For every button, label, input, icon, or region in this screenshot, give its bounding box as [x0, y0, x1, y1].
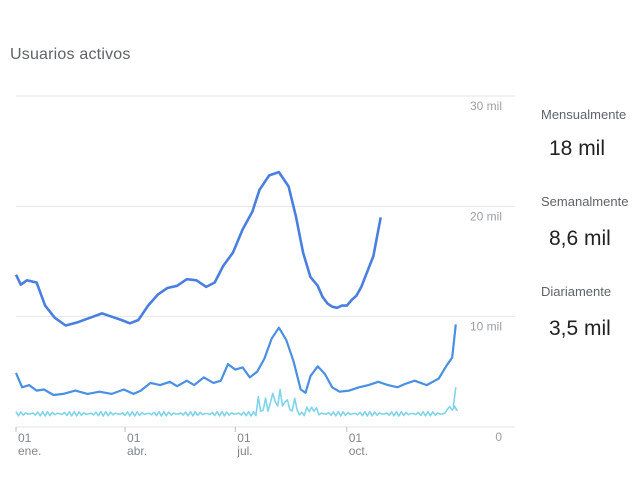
series-line-monthly	[14, 170, 382, 327]
chart-title: Usuarios activos	[10, 46, 131, 63]
stat-value-daily: 3,5 mil	[549, 317, 611, 340]
series-line-daily	[15, 387, 458, 417]
stat-label-monthly: Mensualmente	[541, 107, 627, 122]
y-axis-ticks: 30 mil 20 mil 10 mil 0	[470, 99, 502, 444]
stat-label-weekly: Semanalmente	[541, 194, 629, 209]
x-tick-label: 01 oct.	[349, 431, 368, 458]
x-tick-label: 01 jul.	[236, 431, 252, 458]
y-tick-label: 30 mil	[470, 99, 502, 113]
x-axis-ticks: 01 ene. 01 abr. 01 jul. 01 oct.	[15, 427, 368, 458]
series-line-weekly	[14, 324, 457, 397]
x-tick-label: 01 abr.	[127, 431, 147, 458]
stat-value-monthly: 18 mil	[549, 137, 606, 160]
y-tick-label: 10 mil	[470, 320, 502, 334]
stat-label-daily: Diariamente	[541, 284, 612, 299]
x-tick-label: 01 ene.	[18, 431, 41, 458]
y-tick-label: 20 mil	[470, 209, 502, 223]
stat-value-weekly: 8,6 mil	[549, 227, 611, 250]
gridlines	[16, 95, 515, 428]
y-tick-label: 0	[495, 430, 502, 444]
series-lines	[14, 170, 458, 417]
